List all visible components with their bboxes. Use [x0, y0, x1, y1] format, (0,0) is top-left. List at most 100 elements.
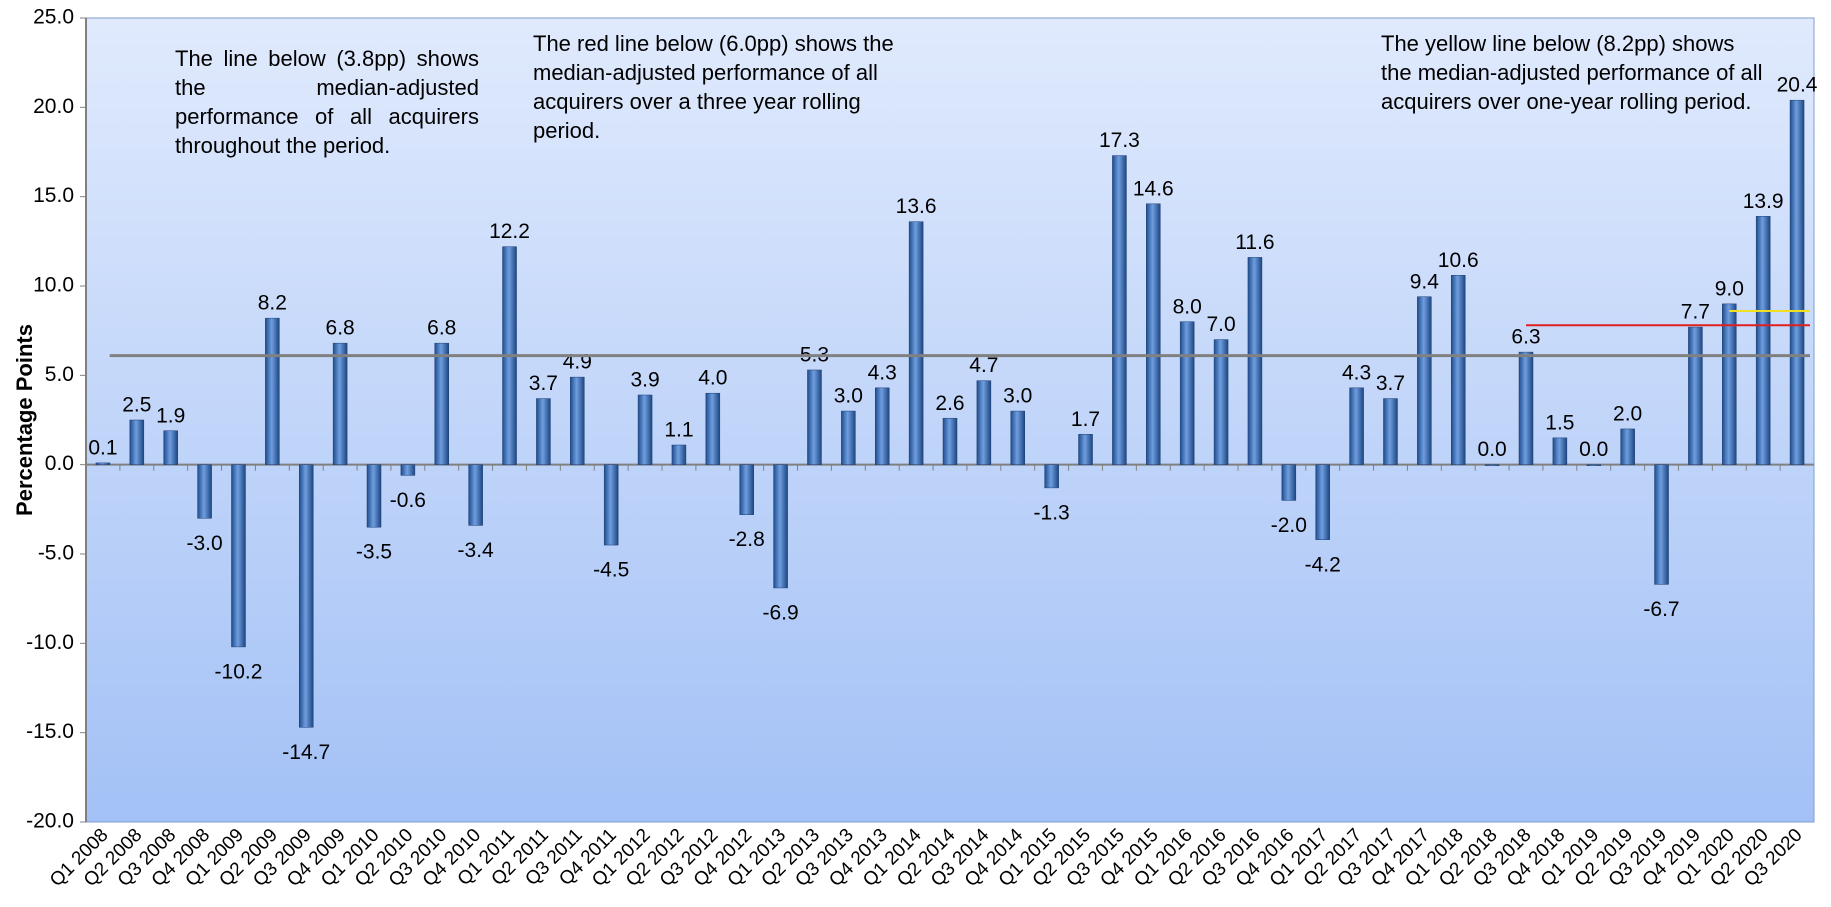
value-label: -10.2 [215, 660, 263, 683]
value-label: 6.8 [427, 317, 456, 340]
bar [298, 464, 314, 728]
value-label: -14.7 [282, 741, 330, 764]
y-tick-label: -10.0 [26, 631, 74, 654]
value-label: 4.0 [698, 367, 727, 390]
bar [1484, 464, 1500, 466]
bar [1044, 464, 1059, 489]
value-label: 2.5 [122, 394, 151, 417]
value-label: -3.5 [356, 541, 392, 564]
value-label: 2.6 [935, 392, 964, 415]
y-tick-label: -5.0 [38, 542, 74, 565]
annotation: The line below (3.8pp) shows the median-… [175, 46, 479, 158]
value-label: 7.7 [1681, 301, 1710, 324]
value-label: 7.0 [1206, 313, 1235, 336]
value-label: -4.5 [593, 559, 629, 582]
value-label: 3.7 [1376, 372, 1405, 395]
bar [1654, 464, 1669, 585]
bar [874, 387, 890, 465]
value-label: 0.0 [1478, 438, 1507, 461]
value-label: 14.6 [1133, 177, 1174, 200]
y-tick-label: 20.0 [33, 95, 74, 118]
bar [468, 464, 483, 526]
y-tick-label: 10.0 [33, 274, 74, 297]
bar [95, 462, 111, 465]
value-label: 2.0 [1613, 402, 1642, 425]
y-tick-label: 15.0 [33, 184, 74, 207]
y-axis-label: Percentage Points [12, 324, 37, 516]
value-label: 4.9 [563, 351, 592, 374]
bar [1789, 99, 1805, 465]
value-label: 17.3 [1099, 129, 1140, 152]
y-tick-label: -20.0 [26, 810, 74, 833]
value-label: 13.9 [1743, 190, 1784, 213]
bar [1417, 296, 1432, 465]
bar [671, 444, 687, 465]
bar [1552, 437, 1568, 465]
value-label: 9.0 [1715, 277, 1744, 300]
bar [603, 464, 619, 546]
annotation: The yellow line below (8.2pp) shows the … [1381, 31, 1763, 114]
bar [400, 464, 416, 476]
bar [1078, 434, 1093, 465]
bar [1010, 410, 1026, 465]
bar [841, 410, 856, 465]
value-label: 3.9 [630, 369, 659, 392]
bar [773, 464, 788, 589]
value-label: 4.3 [1342, 361, 1371, 384]
bar [637, 394, 653, 465]
bar [197, 464, 212, 519]
bar [1213, 339, 1229, 465]
bar [1146, 203, 1161, 465]
bar [366, 464, 382, 528]
bar [1383, 398, 1398, 465]
bar [1586, 464, 1602, 466]
bar [739, 464, 754, 515]
value-label: 4.7 [969, 354, 998, 377]
bar [942, 417, 958, 465]
bar [536, 398, 551, 465]
bar [976, 380, 992, 465]
value-label: 8.2 [258, 292, 287, 315]
bar [908, 221, 924, 465]
bar [1722, 303, 1737, 465]
value-label: 20.4 [1777, 74, 1818, 97]
bar [807, 369, 822, 465]
bar [163, 430, 178, 465]
bar [1247, 257, 1263, 465]
bar [1620, 428, 1635, 465]
bar [129, 419, 145, 465]
value-label: -0.6 [390, 489, 426, 512]
value-label: 10.6 [1438, 249, 1479, 272]
bar [1281, 464, 1297, 501]
value-label: 3.0 [834, 385, 863, 408]
value-label: 1.5 [1545, 411, 1574, 434]
value-label: 12.2 [489, 220, 530, 243]
value-label: -6.9 [762, 601, 798, 624]
bar [1688, 326, 1703, 465]
value-label: 4.3 [868, 361, 897, 384]
bar [1349, 387, 1364, 465]
value-label: -4.2 [1305, 553, 1341, 576]
value-label: -2.0 [1271, 514, 1307, 537]
bar [570, 376, 585, 465]
y-tick-label: -15.0 [26, 720, 74, 743]
y-tick-label: 0.0 [45, 452, 74, 475]
value-label: 3.0 [1003, 385, 1032, 408]
bar [332, 342, 348, 465]
bar [1179, 321, 1195, 465]
bar [265, 317, 280, 465]
value-label: 1.7 [1071, 408, 1100, 431]
bar [1518, 351, 1534, 465]
value-label: 0.1 [88, 436, 117, 459]
value-label: 6.3 [1511, 326, 1540, 349]
value-label: 0.0 [1579, 438, 1608, 461]
y-tick-label: 25.0 [33, 6, 74, 29]
value-label: 9.4 [1410, 270, 1440, 293]
bar [1112, 155, 1127, 465]
bar [1450, 275, 1466, 465]
value-label: 1.9 [156, 404, 185, 427]
value-label: 1.1 [664, 419, 693, 442]
value-label: -6.7 [1643, 598, 1679, 621]
value-label: -3.0 [186, 532, 222, 555]
